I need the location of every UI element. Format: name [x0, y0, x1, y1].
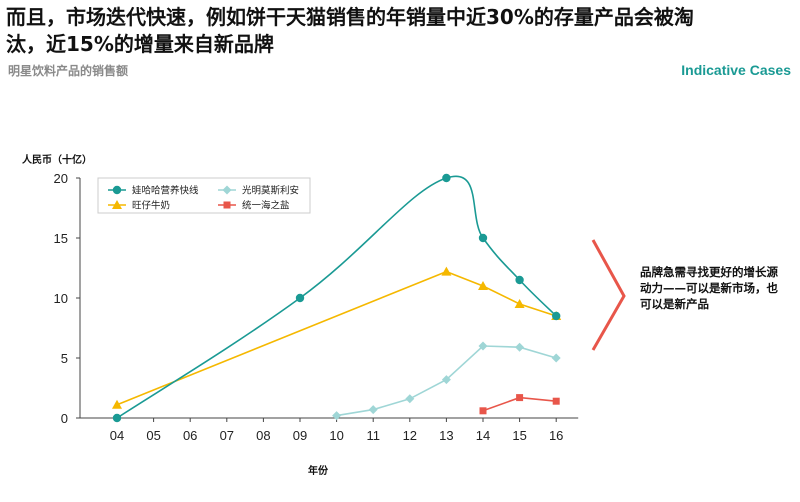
series-line [116, 270, 557, 406]
data-point [478, 281, 488, 290]
data-point [441, 375, 451, 385]
series-1 [332, 341, 561, 421]
data-point [332, 411, 342, 421]
chart-series [112, 173, 562, 423]
y-tick-label: 10 [54, 291, 68, 306]
y-tick-label: 20 [54, 171, 68, 186]
data-point [516, 394, 524, 402]
x-tick-label: 05 [146, 428, 160, 443]
data-point [551, 353, 561, 363]
x-axis-title: 年份 [308, 464, 329, 477]
data-point [552, 311, 561, 321]
data-point [112, 413, 122, 423]
legend-label: 旺仔牛奶 [132, 200, 170, 212]
legend-swatch-marker [112, 185, 122, 195]
x-tick-label: 13 [439, 428, 453, 443]
data-point [478, 233, 488, 243]
chart-subtitle: 明星饮料产品的销售额 [8, 64, 129, 78]
page-headline: 而且，市场迭代快速，例如饼干天猫销售的年销量中近30%的存量产品会被淘汰，近15… [6, 5, 694, 56]
x-tick-label: 14 [476, 428, 490, 443]
legend-swatch-marker [223, 201, 231, 209]
x-tick-label: 04 [110, 428, 124, 443]
legend-swatch-marker [112, 200, 122, 209]
legend-label: 统一海之盐 [242, 200, 290, 212]
legend-item: 光明莫斯利安 [218, 185, 299, 197]
data-point [479, 407, 487, 415]
legend-label: 娃哈哈营养快线 [132, 185, 199, 197]
x-tick-label: 12 [403, 428, 417, 443]
x-tick-label: 07 [220, 428, 234, 443]
y-tick-label: 5 [61, 351, 68, 366]
legend-swatch-marker [222, 185, 232, 195]
data-point [515, 275, 524, 285]
annotation-text: 品牌急需寻找更好的增长源动力——可以是新市场，也可以是新产品 [640, 265, 778, 311]
legend-item: 娃哈哈营养快线 [108, 185, 199, 197]
legend-box [97, 177, 311, 214]
data-point [478, 341, 488, 351]
data-point [368, 405, 378, 415]
legend-label: 光明莫斯利安 [242, 185, 299, 197]
series-2 [112, 266, 562, 409]
x-tick-label: 09 [293, 428, 307, 443]
chevron-right-icon [591, 239, 626, 351]
y-tick-label: 15 [54, 231, 68, 246]
data-point [441, 266, 452, 276]
data-point [552, 397, 560, 405]
x-tick-label: 10 [329, 428, 343, 443]
data-point [405, 394, 415, 404]
x-tick-label: 08 [256, 428, 270, 443]
legend-item: 统一海之盐 [218, 200, 290, 212]
indicative-cases-tag: Indicative Cases [681, 62, 791, 78]
data-point [515, 342, 525, 352]
series-3 [479, 394, 560, 415]
x-tick-label: 06 [183, 428, 197, 443]
legend-item: 旺仔牛奶 [108, 200, 170, 212]
x-tick-label: 15 [512, 428, 526, 443]
data-point [112, 399, 122, 409]
x-tick-label: 16 [549, 428, 563, 443]
data-point [295, 293, 305, 303]
series-0 [112, 173, 561, 423]
data-point [514, 299, 525, 308]
x-tick-label: 11 [366, 428, 380, 443]
y-tick-label: 0 [61, 411, 68, 426]
data-point [442, 173, 451, 183]
y-axis-title: 人民币（十亿） [22, 153, 92, 166]
